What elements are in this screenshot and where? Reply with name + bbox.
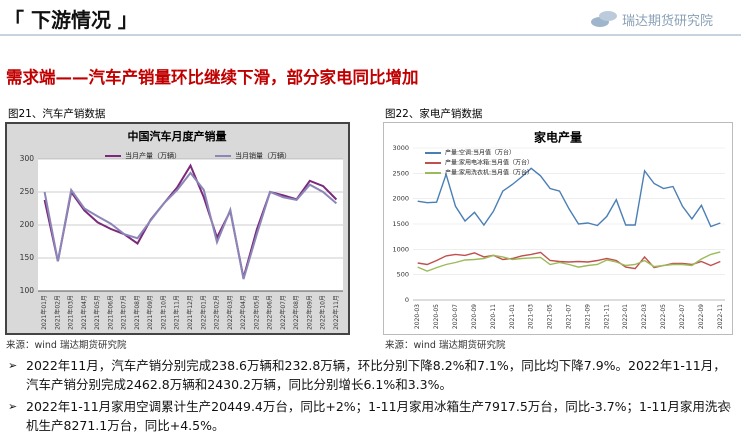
x-tick-label: 2021年01月	[40, 295, 48, 330]
x-tick-label: 2022年06月	[266, 295, 274, 330]
header-title: 「 下游情况 」	[4, 8, 138, 32]
x-tick-label: 2022年01月	[199, 295, 207, 330]
caption: 图21、汽车产销数据	[8, 108, 106, 120]
y-tick-label: 150	[20, 253, 35, 262]
chart: 中国汽车月度产销量 100 150 200 250 300 2021年01月 2021年02月…	[5, 122, 350, 335]
x-tick-label: 2021-05	[547, 304, 554, 329]
subtitle: 需求端——汽车产销量环比继续下滑，部分家电同比增加	[6, 68, 419, 87]
series-line	[43, 163, 338, 279]
logo-text: 瑞达期货研究院	[622, 14, 714, 29]
bullet: 2022年11月，汽车产销分别完成238.6万辆和232.8万辆，环比分别下降8…	[8, 356, 730, 394]
x-tick-label: 2021年10月	[159, 295, 167, 330]
x-tick-label: 2022-07	[679, 304, 686, 329]
x-tick-label: 2022年03月	[226, 295, 234, 330]
bullet: 2022年1-11月家用空调累计生产20449.4万台，同比+2%；1-11月家…	[8, 397, 730, 435]
chart-frame	[383, 122, 733, 335]
legend-label: 当月产量（万辆）	[125, 151, 181, 160]
x-tick-label: 2022-03	[641, 304, 648, 329]
y-tick-label: 250	[20, 187, 35, 196]
x-tick-label: 2021-07	[566, 304, 573, 329]
chart-title: 家电产量	[534, 130, 582, 145]
x-tick-label: 2022年04月	[239, 295, 247, 330]
x-tick-label: 2022年09月	[305, 295, 313, 330]
page-number: 14	[720, 402, 732, 412]
x-tick-label: 2021年03月	[67, 295, 75, 330]
x-tick-label: 2021-09	[584, 304, 591, 329]
x-tick-label: 2022-11	[717, 304, 724, 329]
x-tick-label: 2022-05	[660, 304, 667, 329]
x-tick-label: 2020-09	[471, 304, 478, 329]
x-tick-label: 2022年10月	[319, 295, 327, 330]
x-tick-label: 2020-03	[414, 304, 421, 329]
x-tick-label: 2021年04月	[80, 295, 88, 330]
source: 来源：wind 瑞达期货研究院	[6, 340, 127, 351]
x-tick-label: 2021-03	[528, 304, 535, 329]
x-tick-label: 2020-07	[452, 304, 459, 329]
x-tick-label: 2021年12月	[186, 295, 194, 330]
caption: 图22、家电产销数据	[385, 108, 483, 120]
y-tick-label: 2500	[392, 169, 409, 177]
legend-label: 产量:空调:当月值（万台）	[445, 149, 515, 157]
x-tick-label: 2020-05	[433, 304, 440, 329]
legend-label: 当月销量（万辆）	[235, 151, 291, 160]
header-bar: 「 下游情况 」 瑞达期货研究院	[0, 0, 741, 36]
y-tick-label: 3000	[392, 144, 409, 152]
x-tick-label: 2020-11	[490, 304, 497, 329]
legend-label: 产量:家用洗衣机:当月值（万台）	[445, 169, 533, 177]
header-rule	[0, 34, 741, 36]
x-tick-label: 2022年08月	[292, 295, 300, 330]
x-tick-label: 2021年08月	[133, 295, 141, 330]
source: 来源：wind 瑞达期货研究院	[385, 340, 506, 351]
x-tick-label: 2022-09	[698, 304, 705, 329]
y-tick-label: 300	[20, 154, 35, 163]
y-tick-label: 1500	[392, 220, 409, 228]
y-tick-label: 1000	[392, 245, 409, 253]
y-tick-label: 500	[397, 271, 409, 279]
x-tick-label: 2022年05月	[252, 295, 260, 330]
x-tick-label: 2021年02月	[53, 295, 61, 330]
x-tick-label: 2022年11月	[332, 295, 340, 330]
x-tick-label: 2021年06月	[106, 295, 114, 330]
x-tick-label: 2022-01	[622, 304, 629, 329]
x-tick-label: 2022年02月	[213, 295, 221, 330]
y-tick-label: 0	[405, 296, 409, 304]
legend-label: 产量:家用电冰箱:当月值（万台）	[445, 159, 533, 167]
y-tick-label: 100	[20, 286, 35, 295]
x-tick-label: 2021年11月	[173, 295, 181, 330]
chart: 家电产量 0 500 1000 1500 2000 2500 3000 2020-03 2020-…	[383, 122, 733, 335]
series-line	[417, 167, 721, 228]
x-tick-label: 2022年07月	[279, 295, 287, 330]
series-line	[43, 171, 338, 280]
logo-icon	[591, 11, 617, 27]
y-tick-label: 200	[20, 220, 35, 229]
x-tick-label: 2021年09月	[146, 295, 154, 330]
chart-title: 中国汽车月度产销量	[128, 129, 227, 143]
x-tick-label: 2021-01	[509, 304, 516, 329]
series-line	[417, 251, 721, 272]
x-tick-label: 2021年05月	[93, 295, 101, 330]
x-tick-label: 2021年07月	[120, 295, 128, 330]
y-tick-label: 2000	[392, 195, 409, 203]
x-tick-label: 2021-11	[603, 304, 610, 329]
